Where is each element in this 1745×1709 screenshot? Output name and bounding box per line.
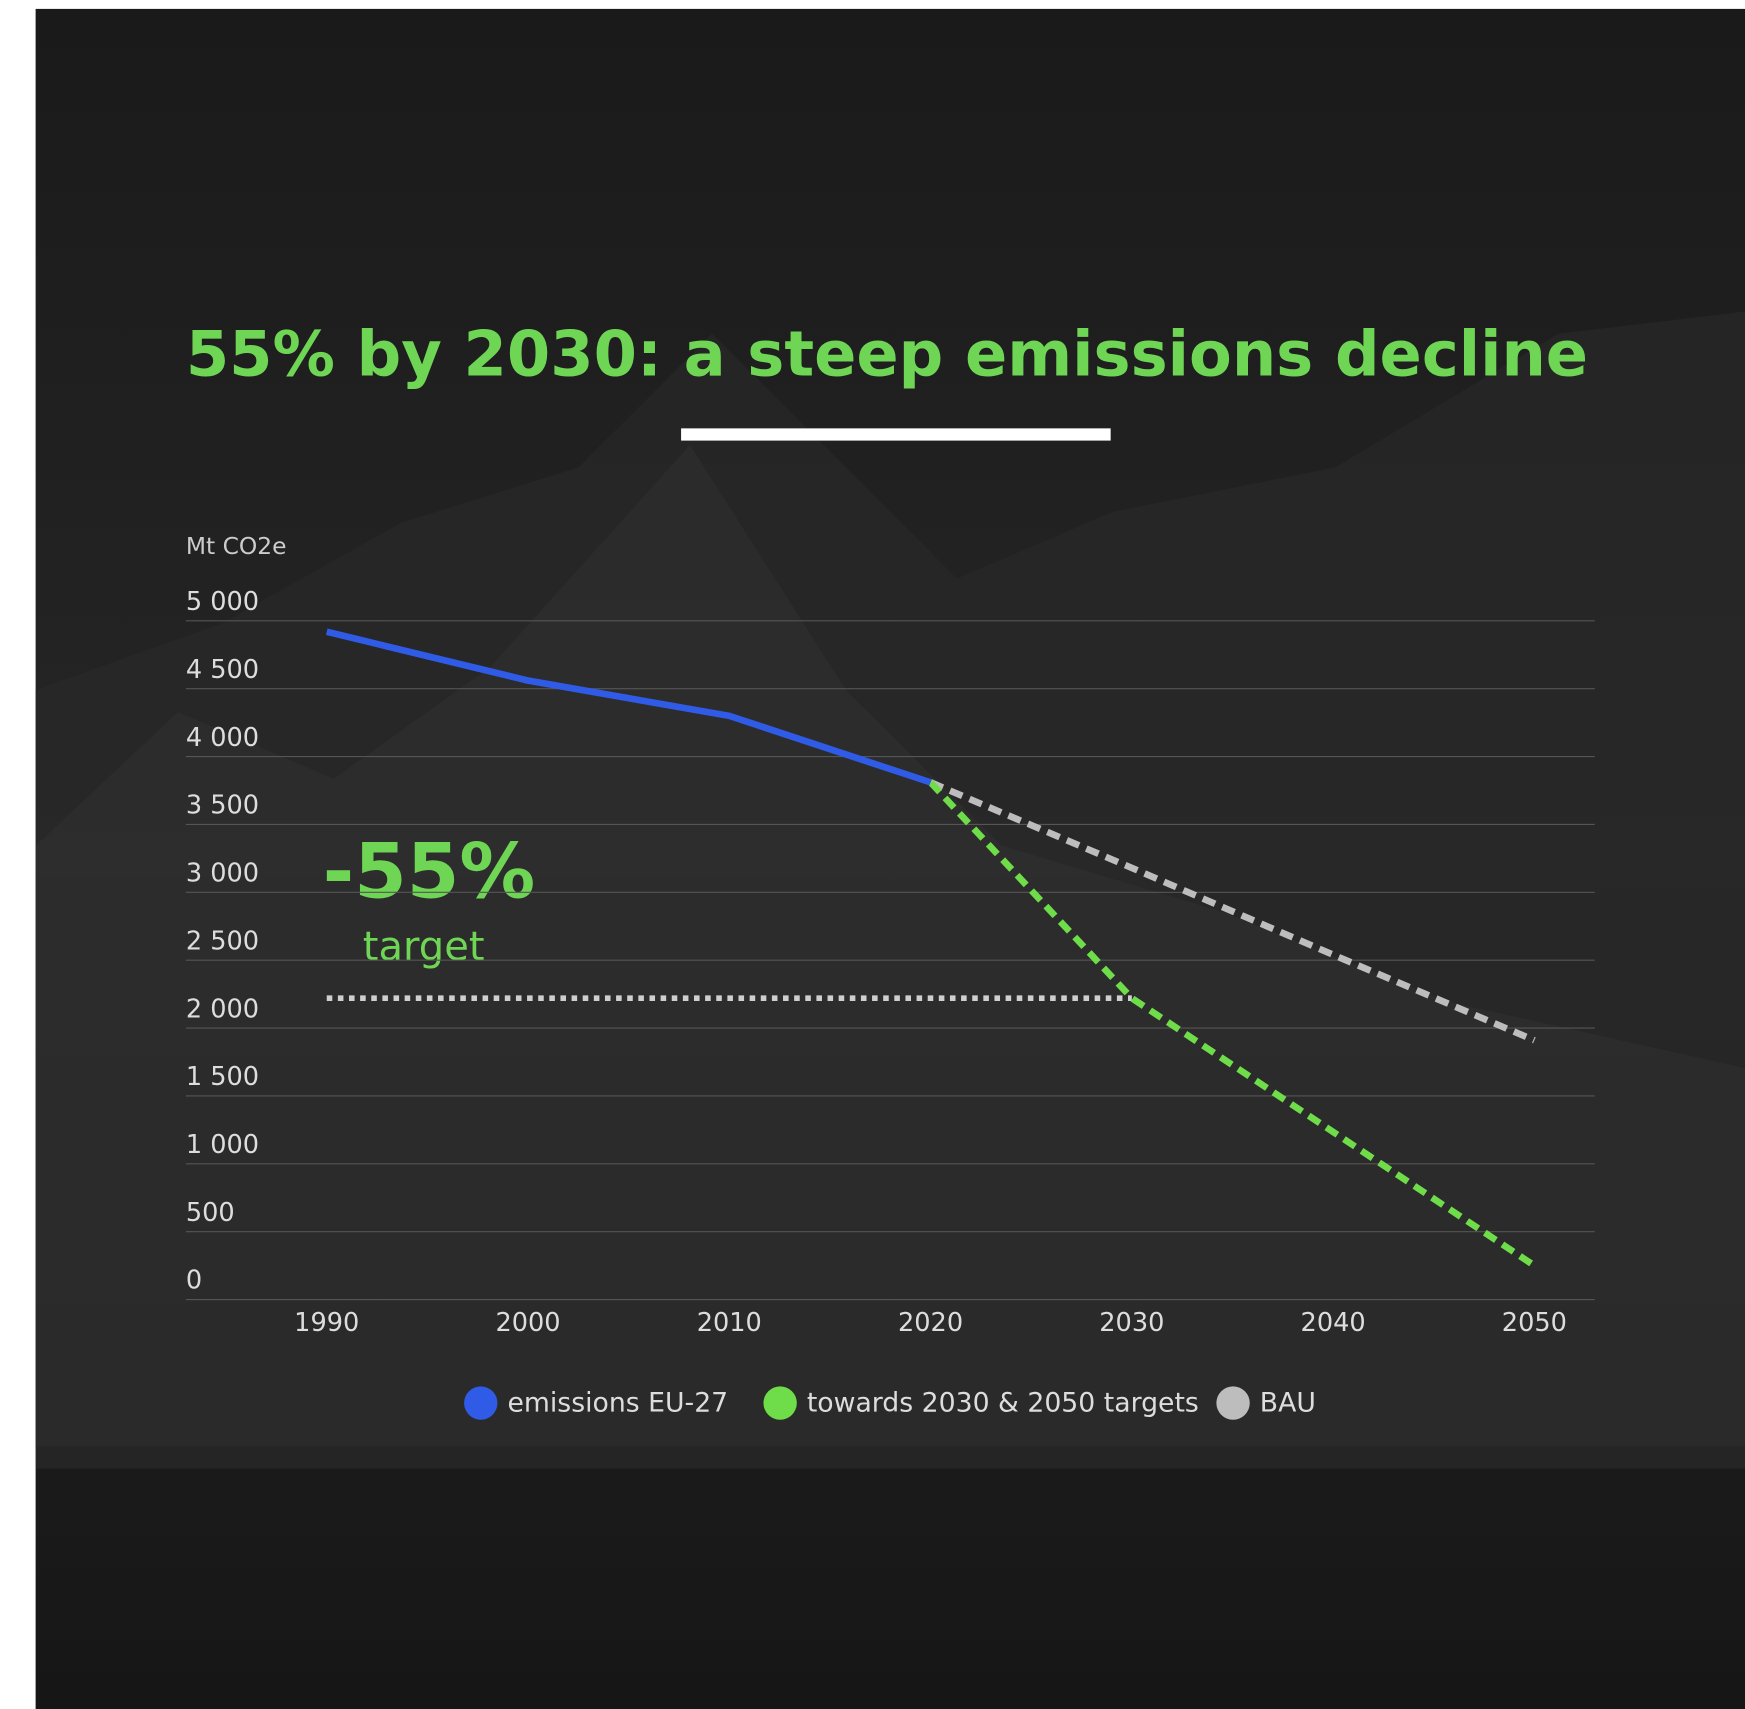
y-tick-label: 5 000	[186, 587, 259, 617]
y-tick-label: 4 000	[186, 723, 259, 753]
legend-label: towards 2030 & 2050 targets	[807, 1388, 1199, 1419]
x-tick-label: 2050	[1502, 1308, 1567, 1338]
page: 55% by 2030: a steep emissions decline M…	[0, 0, 1745, 1709]
y-tick-label: 2 000	[186, 994, 259, 1024]
y-tick-label: 4 500	[186, 655, 259, 685]
chart: 55% by 2030: a steep emissions decline M…	[0, 0, 1745, 1709]
y-tick-label: 3 500	[186, 791, 259, 821]
legend-marker	[763, 1386, 796, 1419]
y-tick-label: 1 000	[186, 1130, 259, 1160]
legend-label: emissions EU-27	[507, 1388, 728, 1419]
x-tick-label: 2000	[495, 1308, 560, 1338]
x-tick-label: 2010	[697, 1308, 762, 1338]
y-tick-label: 3 000	[186, 859, 259, 889]
y-axis-label: Mt CO2e	[186, 532, 287, 560]
annotation: target	[363, 924, 485, 970]
x-tick-label: 2030	[1099, 1308, 1164, 1338]
y-tick-label: 0	[186, 1266, 202, 1296]
legend-marker	[464, 1386, 497, 1419]
title-underline	[681, 428, 1111, 440]
y-tick-label: 1 500	[186, 1062, 259, 1092]
y-tick-label: 500	[186, 1198, 235, 1228]
annotation: -55%	[323, 828, 536, 916]
legend-label: BAU	[1260, 1388, 1316, 1419]
chart-title: 55% by 2030: a steep emissions decline	[186, 317, 1588, 390]
legend-marker	[1216, 1386, 1249, 1419]
y-tick-label: 2 500	[186, 926, 259, 956]
x-tick-label: 2020	[898, 1308, 963, 1338]
x-tick-label: 1990	[294, 1308, 359, 1338]
x-tick-label: 2040	[1301, 1308, 1366, 1338]
